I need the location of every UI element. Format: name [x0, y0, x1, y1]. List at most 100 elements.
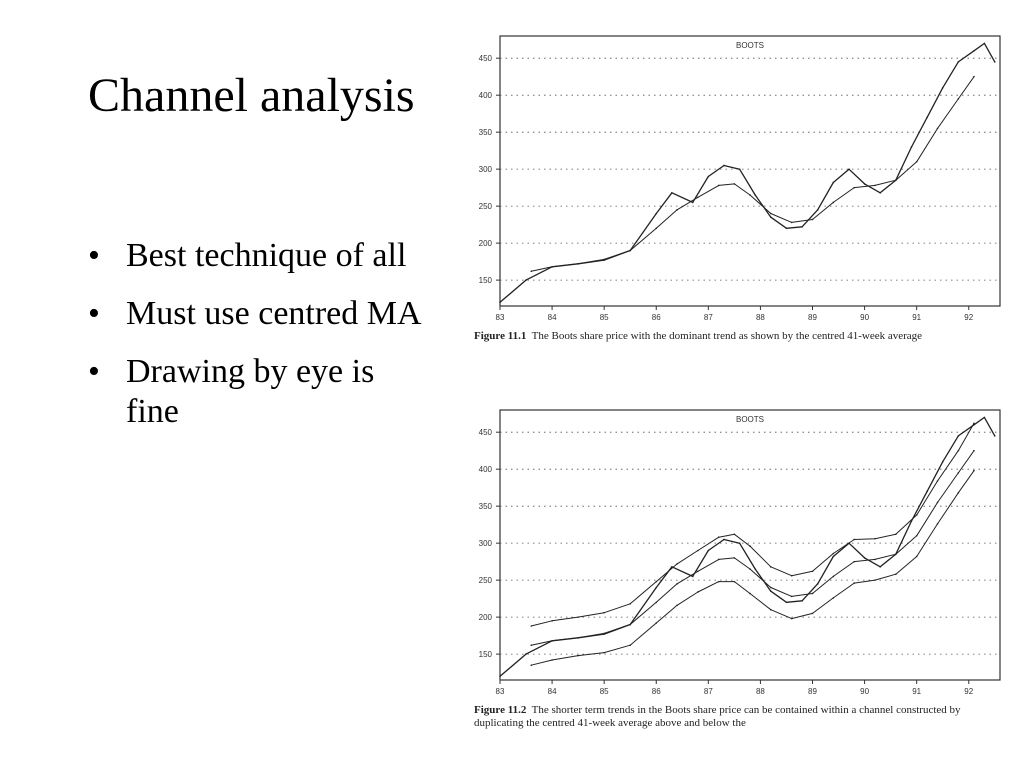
ma-point: [530, 625, 533, 627]
ma-point: [629, 644, 632, 647]
ma-point: [853, 186, 855, 189]
ma-point: [973, 449, 975, 452]
plot-frame: [499, 409, 1001, 681]
price-point: [770, 590, 772, 593]
price-point: [525, 279, 527, 281]
ma-point: [853, 560, 855, 563]
ma-point: [895, 553, 897, 556]
price-point: [832, 555, 835, 558]
y-tick-label: 250: [479, 576, 493, 585]
price-point: [879, 566, 882, 568]
plot-frame: [499, 35, 1001, 307]
x-tick-label: 90: [860, 313, 869, 322]
ma-point: [957, 492, 960, 494]
x-tick-label: 87: [704, 687, 713, 696]
ma-point: [749, 568, 751, 570]
bullet-dot: •: [88, 353, 100, 390]
ma-point: [973, 422, 975, 425]
price-point: [738, 542, 741, 544]
channel-line: [531, 423, 975, 627]
ma-point: [874, 537, 876, 540]
ma-point: [770, 608, 772, 611]
ma-point: [655, 622, 658, 624]
price-point: [707, 549, 710, 552]
price-point: [816, 209, 819, 211]
price-point: [993, 435, 996, 437]
chart-1: BOOTS 150 200 250 300 350 400 450 83 84 85 86 87 88 89…: [479, 35, 1001, 322]
x-tick-label: 86: [652, 313, 661, 322]
ma-point: [895, 533, 897, 536]
y-tick-label: 400: [479, 465, 493, 474]
ma-point: [895, 179, 897, 182]
price-point: [993, 61, 996, 63]
x-tick-label: 83: [496, 687, 505, 696]
y-tick-label: 300: [479, 539, 493, 548]
price-point: [785, 227, 788, 230]
y-tick-label: 200: [479, 239, 493, 248]
ma-point: [853, 538, 855, 541]
bullet-text: Must use centred MA: [126, 295, 422, 332]
ma-point: [936, 480, 939, 482]
x-tick-label: 92: [964, 313, 973, 322]
bullet-item: • Drawing by eye is fine: [88, 352, 428, 432]
price-point: [983, 42, 986, 45]
y-tick-label: 200: [479, 613, 493, 622]
x-tick-label: 91: [912, 687, 921, 696]
ma-point: [811, 612, 814, 615]
ma-point: [770, 586, 772, 589]
ma-point: [717, 536, 720, 539]
price-point: [655, 212, 658, 215]
ma-point: [551, 265, 553, 268]
y-tick-label: 450: [479, 428, 493, 437]
price-point: [957, 435, 960, 437]
ma-point: [874, 558, 876, 561]
y-tick-label: 150: [479, 650, 493, 659]
ma-point: [853, 582, 855, 584]
caption-text: The shorter term trends in the Boots sha…: [474, 704, 961, 729]
ma-point: [915, 555, 918, 558]
ma-point: [733, 580, 736, 583]
ma-point: [577, 637, 579, 639]
bullet-list: • Best technique of all • Must use centred…: [88, 236, 428, 450]
x-tick-label: 88: [756, 687, 765, 696]
x-tick-label: 92: [964, 687, 973, 696]
ma-point: [770, 566, 772, 568]
moving-average-line: [531, 76, 975, 272]
ma-point: [915, 160, 918, 163]
ma-point: [676, 604, 678, 607]
price-point: [926, 490, 928, 493]
price-point: [707, 175, 710, 178]
bullet-item: • Must use centred MA: [88, 294, 428, 334]
ma-point: [629, 249, 632, 252]
price-point: [879, 192, 882, 194]
x-tick-label: 85: [600, 313, 609, 322]
caption-label: Figure 11.1: [474, 330, 527, 342]
chart-2: BOOTS 150 200 250 300 350 400 450 83 84 85 86 87 88 89…: [479, 409, 1001, 696]
ma-point: [915, 514, 918, 516]
ma-point: [936, 523, 939, 525]
moving-average-line: [531, 450, 975, 646]
ma-point: [973, 469, 975, 472]
ma-point: [749, 194, 751, 196]
ma-point: [551, 659, 553, 661]
x-tick-label: 86: [652, 687, 661, 696]
price-point: [499, 675, 501, 678]
price-point: [770, 216, 772, 219]
x-tick-label: 89: [808, 313, 817, 322]
y-tick-label: 400: [479, 91, 493, 100]
ma-point: [733, 183, 736, 185]
ma-point: [832, 597, 835, 599]
y-tick-label: 150: [479, 276, 493, 285]
ma-point: [936, 127, 939, 130]
bullet-dot: •: [88, 237, 100, 274]
ma-point: [957, 98, 960, 100]
bullet-dot: •: [88, 295, 100, 332]
price-point: [785, 601, 788, 604]
ma-point: [603, 651, 605, 654]
ma-point: [832, 552, 835, 555]
ma-point: [629, 603, 632, 605]
x-tick-label: 87: [704, 313, 713, 322]
ma-point: [874, 579, 876, 581]
ma-point: [697, 549, 699, 552]
ma-point: [530, 644, 533, 647]
